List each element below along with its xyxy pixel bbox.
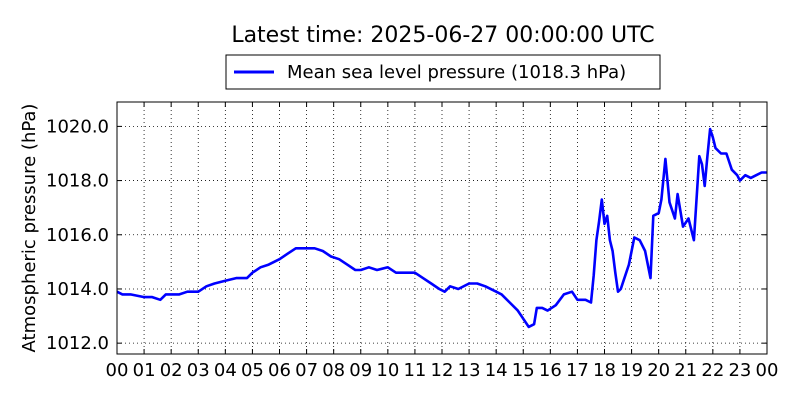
x-tick-label: 03 [187, 360, 210, 381]
y-tick-label: 1014.0 [46, 279, 109, 300]
grid [116, 102, 768, 354]
x-tick-label: 00 [756, 360, 779, 381]
legend-box [225, 54, 661, 90]
y-tick-label: 1020.0 [46, 116, 109, 137]
x-tick-label: 17 [566, 360, 589, 381]
chart-title: Latest time: 2025-06-27 00:00:00 UTC [231, 23, 654, 48]
y-tick-label: 1018.0 [46, 171, 109, 192]
x-tick-label: 07 [295, 360, 318, 381]
x-tick-label: 19 [620, 360, 643, 381]
x-tick-label: 23 [728, 360, 751, 381]
y-tick-labels: 1012.0 1014.0 1016.0 1018.0 1020.0 [46, 116, 109, 354]
ticks [116, 102, 768, 354]
x-tick-label: 21 [674, 360, 697, 381]
x-tick-label: 14 [485, 360, 508, 381]
x-tick-label: 02 [160, 360, 183, 381]
x-tick-label: 10 [376, 360, 399, 381]
plot-frame [116, 101, 768, 355]
series-line-mean-sea-level-pressure [116, 127, 767, 329]
x-tick-label: 11 [403, 360, 426, 381]
x-tick-label: 04 [214, 360, 237, 381]
x-tick-label: 06 [268, 360, 291, 381]
y-tick-label: 1012.0 [46, 333, 109, 354]
x-tick-label: 15 [512, 360, 535, 381]
y-axis-label: Atmospheric pressure (hPa) [19, 104, 40, 353]
x-tick-labels: 00 01 02 03 04 05 06 07 08 09 10 11 12 13 14 15 16 17 18 19… [106, 360, 779, 381]
x-tick-label: 13 [458, 360, 481, 381]
legend-label: Mean sea level pressure (1018.3 hPa) [287, 62, 626, 83]
x-tick-label: 01 [133, 360, 156, 381]
x-tick-label: 12 [431, 360, 454, 381]
x-tick-label: 18 [593, 360, 616, 381]
x-tick-label: 22 [701, 360, 724, 381]
x-tick-label: 00 [106, 360, 129, 381]
x-tick-label: 09 [349, 360, 372, 381]
x-tick-label: 16 [539, 360, 562, 381]
x-tick-label: 05 [241, 360, 264, 381]
legend: Mean sea level pressure (1018.3 hPa) [225, 54, 661, 90]
y-tick-label: 1016.0 [46, 225, 109, 246]
x-tick-label: 20 [647, 360, 670, 381]
x-tick-label: 08 [322, 360, 345, 381]
